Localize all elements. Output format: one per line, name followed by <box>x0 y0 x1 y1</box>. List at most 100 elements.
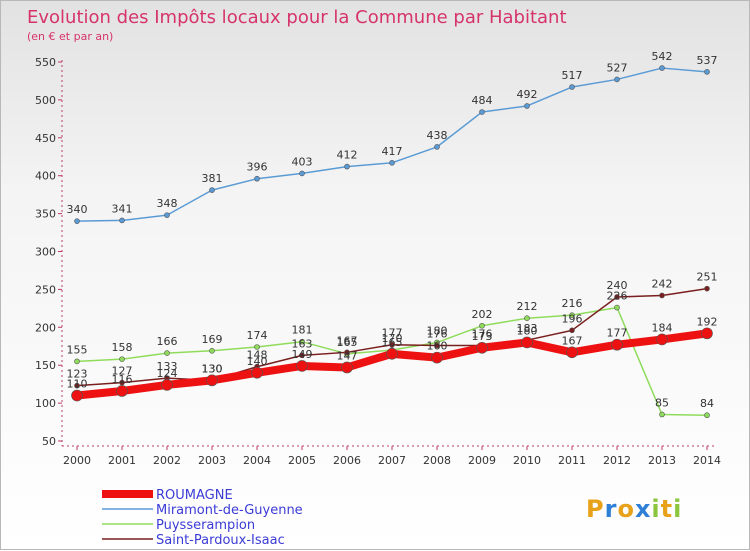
data-point <box>299 352 305 359</box>
x-tick-label: 2007 <box>378 454 406 467</box>
data-point <box>254 175 260 182</box>
data-label: 180 <box>427 324 448 337</box>
data-label: 251 <box>697 271 718 284</box>
data-point <box>524 315 530 322</box>
y-tick-label: 150 <box>35 359 56 372</box>
data-label: 116 <box>112 373 133 386</box>
legend-label: ROUMAGNE <box>156 488 233 503</box>
x-tick-label: 2013 <box>648 454 676 467</box>
data-point <box>569 327 575 334</box>
data-point <box>434 144 440 150</box>
data-label: 155 <box>67 343 88 356</box>
data-label: 240 <box>607 279 628 292</box>
data-label: 169 <box>202 333 223 346</box>
data-point <box>611 338 623 351</box>
legend: ROUMAGNEMiramont-de-GuyennePuysserampion… <box>102 488 303 548</box>
data-label: 177 <box>382 327 403 340</box>
y-tick-label: 300 <box>35 246 56 259</box>
data-point <box>74 218 80 224</box>
data-label: 127 <box>112 365 133 378</box>
data-point <box>161 379 173 391</box>
data-point <box>344 163 350 170</box>
x-tick-label: 2000 <box>63 454 91 467</box>
data-point <box>656 333 668 346</box>
data-label: 167 <box>337 334 358 347</box>
data-point <box>254 344 260 350</box>
data-point <box>119 356 125 362</box>
data-label-layer: 340 341 348 381 396 403 412 417 438 484 492 517 527 5… <box>67 50 718 410</box>
data-point <box>704 412 710 419</box>
y-tick-label: 100 <box>35 397 56 410</box>
data-point <box>659 292 665 299</box>
data-label: 396 <box>247 161 268 174</box>
logo-letter: o <box>617 495 635 523</box>
data-point <box>569 312 575 318</box>
data-label: 183 <box>517 322 538 335</box>
data-point <box>659 411 665 418</box>
data-label: 173 <box>472 330 493 343</box>
data-point <box>479 109 485 115</box>
data-label: 192 <box>697 315 718 328</box>
data-point <box>704 69 710 75</box>
x-tick-label: 2004 <box>243 454 271 467</box>
data-point <box>116 385 128 397</box>
data-label: 438 <box>427 129 448 142</box>
data-label: 242 <box>652 277 673 290</box>
x-tick-label: 2001 <box>108 454 136 467</box>
legend-label: Puysserampion <box>156 518 255 533</box>
data-label: 133 <box>157 360 178 373</box>
data-label: 140 <box>247 355 268 368</box>
logo-letter: x <box>635 495 651 523</box>
data-point <box>704 285 710 292</box>
data-point <box>521 336 533 349</box>
data-label: 170 <box>382 332 403 345</box>
data-label: 341 <box>112 202 133 215</box>
data-point <box>569 84 575 90</box>
data-point <box>296 360 308 372</box>
y-tick-label: 400 <box>35 170 56 183</box>
data-label: 196 <box>562 312 583 325</box>
data-label: 492 <box>517 88 538 101</box>
chart-subtitle: (en € et par an) <box>27 30 113 43</box>
data-point <box>74 358 80 365</box>
data-point <box>74 382 80 389</box>
logo-letter: i <box>673 495 682 523</box>
data-label: 176 <box>427 327 448 340</box>
y-tick-label: 50 <box>42 435 56 448</box>
data-label: 412 <box>337 149 358 162</box>
data-label: 517 <box>562 69 583 82</box>
data-label: 85 <box>655 396 669 409</box>
x-tick-label: 2010 <box>513 454 541 467</box>
data-label: 527 <box>607 61 628 74</box>
data-label: 226 <box>607 290 628 303</box>
legend-label: Miramont-de-Guyenne <box>156 503 303 518</box>
y-tick-label: 450 <box>35 132 56 145</box>
data-label: 537 <box>697 54 718 67</box>
data-point <box>479 322 485 329</box>
data-label: 165 <box>382 336 403 349</box>
data-point <box>164 350 170 356</box>
data-point <box>431 351 443 364</box>
data-label: 84 <box>700 397 714 410</box>
data-label: 180 <box>517 324 538 337</box>
data-point <box>524 103 530 109</box>
series-miramont-de-guyenne <box>74 65 710 224</box>
data-point <box>701 327 713 340</box>
data-label: 176 <box>472 327 493 340</box>
data-label: 542 <box>652 50 673 63</box>
data-point <box>614 294 620 300</box>
data-point <box>341 361 353 374</box>
data-label: 212 <box>517 300 538 313</box>
data-point <box>614 304 620 311</box>
data-label: 130 <box>202 362 223 375</box>
data-point <box>389 160 395 166</box>
x-tick-label: 2002 <box>153 454 181 467</box>
data-point <box>119 217 125 224</box>
data-label: 181 <box>292 324 313 337</box>
data-label: 123 <box>67 368 88 381</box>
data-point <box>386 348 398 360</box>
data-label: 124 <box>157 367 178 380</box>
chart-title: Evolution des Impôts locaux pour la Comm… <box>27 7 567 28</box>
logo-letter: t <box>661 495 673 523</box>
